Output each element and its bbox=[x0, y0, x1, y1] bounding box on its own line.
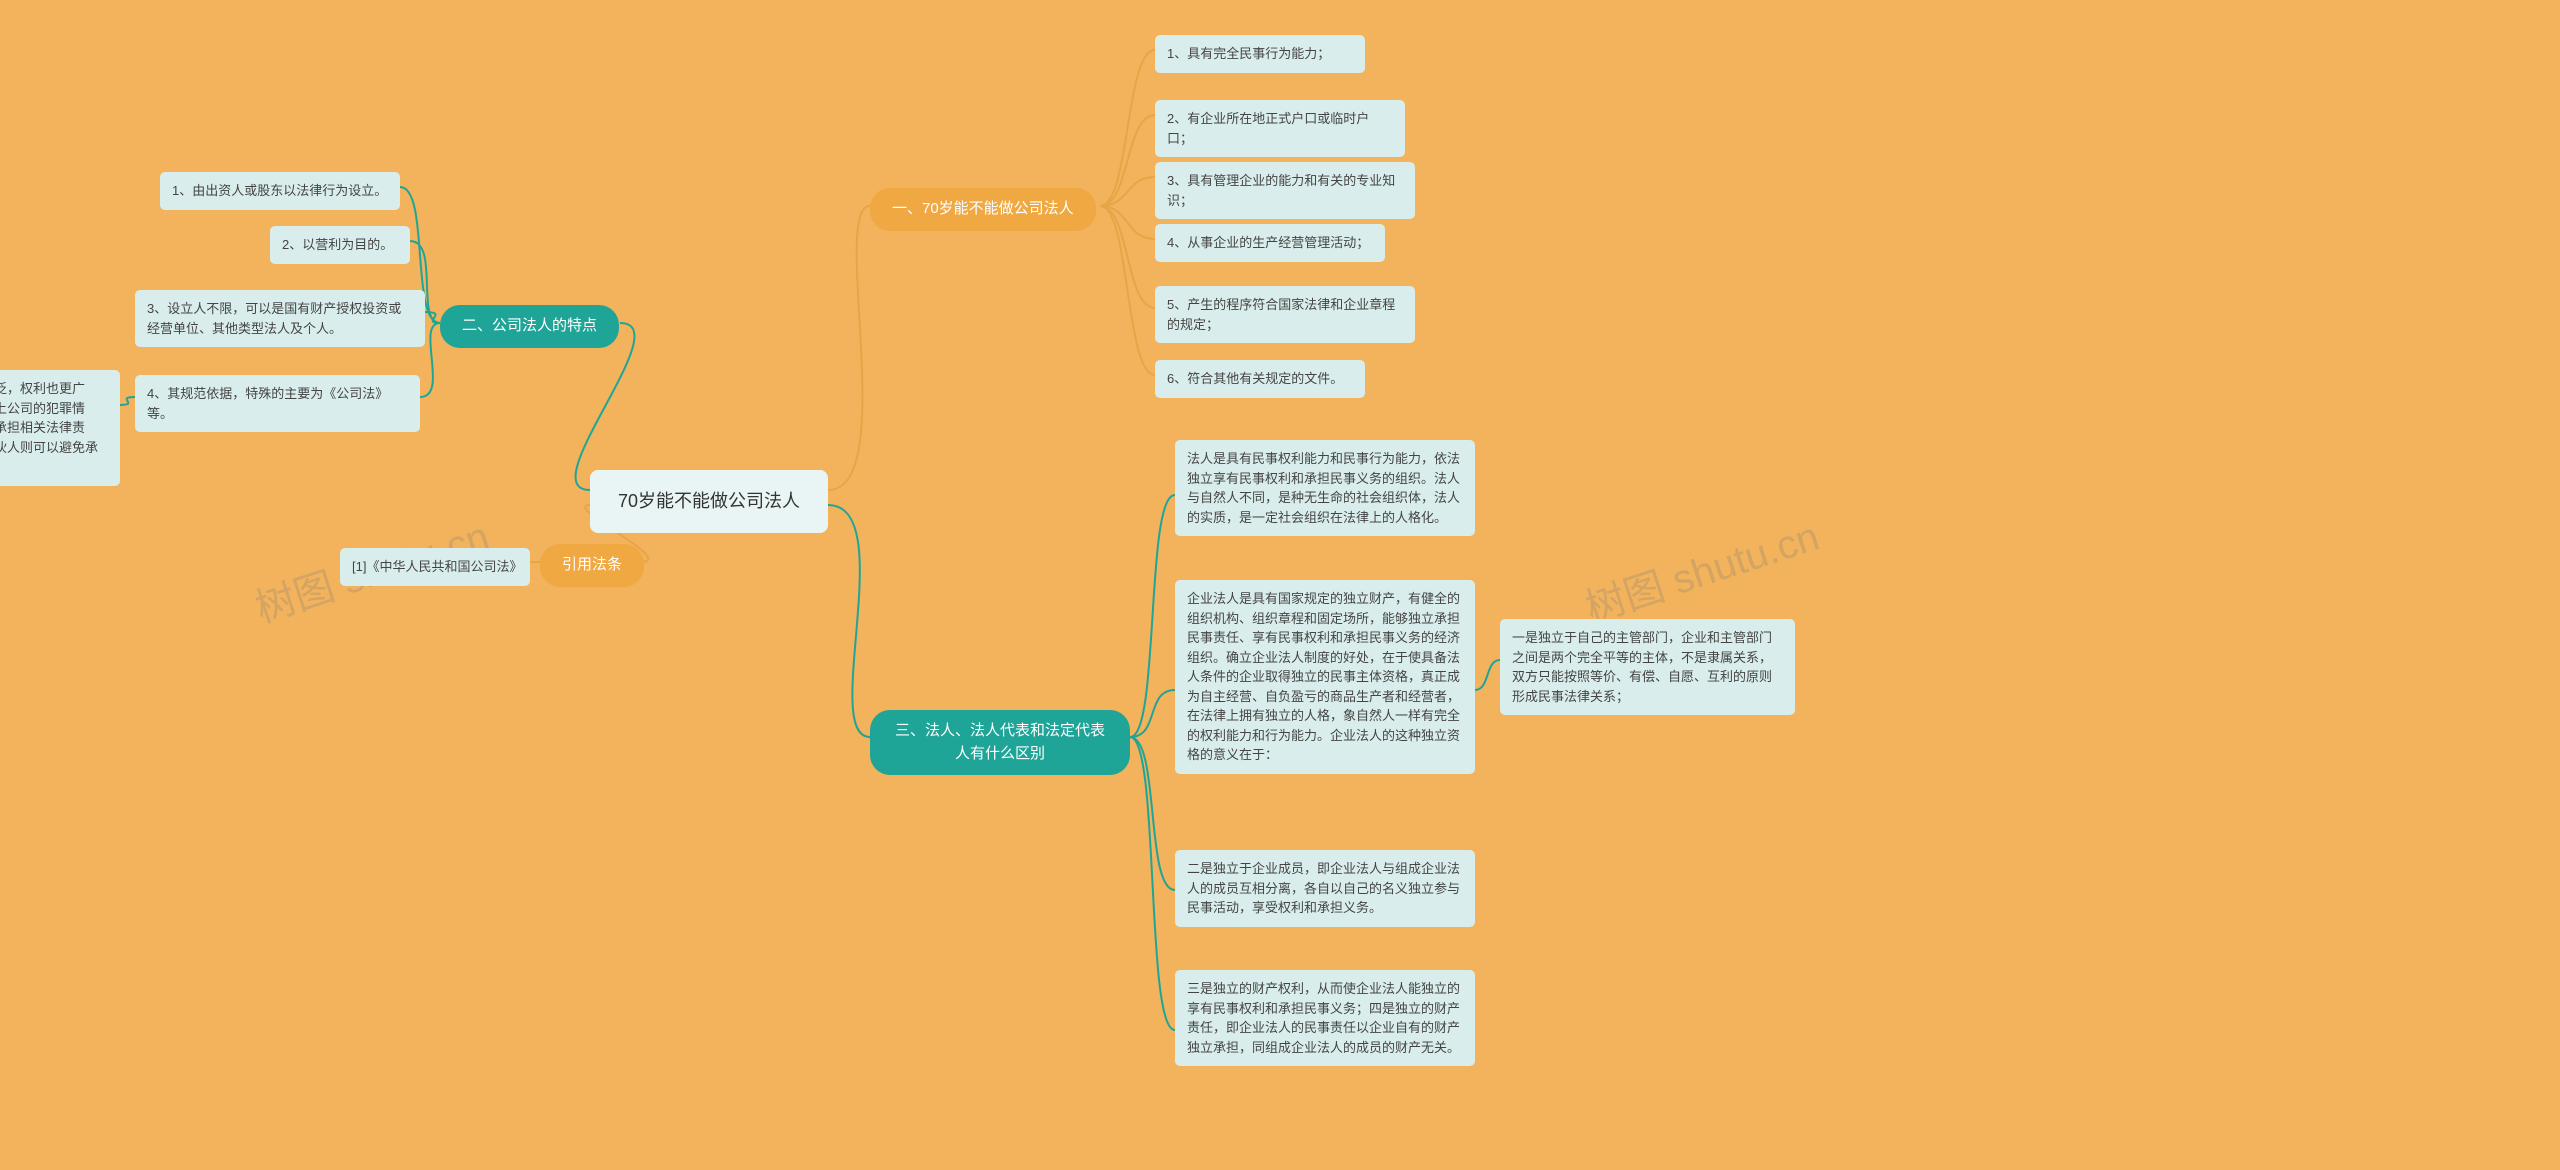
branch-ref[interactable]: 引用法条 bbox=[540, 544, 644, 587]
branch1-leaf-5[interactable]: 5、产生的程序符合国家法律和企业章程的规定； bbox=[1155, 286, 1415, 343]
branch-ref-leaf[interactable]: [1]《中华人民共和国公司法》 bbox=[340, 548, 530, 586]
branch2-leaf-2[interactable]: 2、以营利为目的。 bbox=[270, 226, 410, 264]
branch2-leaf-3[interactable]: 3、设立人不限，可以是国有财产授权投资或经营单位、其他类型法人及个人。 bbox=[135, 290, 425, 347]
branch1-leaf-2[interactable]: 2、有企业所在地正式户口或临时户口； bbox=[1155, 100, 1405, 157]
branch3-leaf-3[interactable]: 二是独立于企业成员，即企业法人与组成企业法人的成员互相分离，各自以自己的名义独立… bbox=[1175, 850, 1475, 927]
branch1-leaf-4[interactable]: 4、从事企业的生产经营管理活动； bbox=[1155, 224, 1385, 262]
branch1-leaf-1[interactable]: 1、具有完全民事行为能力； bbox=[1155, 35, 1365, 73]
branch3-leaf-2-sub[interactable]: 一是独立于自己的主管部门，企业和主管部门之间是两个完全平等的主体，不是隶属关系，… bbox=[1500, 619, 1795, 715]
branch3-leaf-1[interactable]: 法人是具有民事权利能力和民事行为能力，依法独立享有民事权利和承担民事义务的组织。… bbox=[1175, 440, 1475, 536]
mindmap-root[interactable]: 70岁能不能做公司法人 bbox=[590, 470, 828, 533]
branch-1[interactable]: 一、70岁能不能做公司法人 bbox=[870, 188, 1096, 231]
branch2-leaf-4-sub[interactable]: 法人承担的义务更广泛，权利也更广泛。简单来说，刑法上公司的犯罪情形，都可能让法人… bbox=[0, 370, 120, 486]
branch1-leaf-3[interactable]: 3、具有管理企业的能力和有关的专业知识； bbox=[1155, 162, 1415, 219]
branch-2[interactable]: 二、公司法人的特点 bbox=[440, 305, 619, 348]
branch2-leaf-1[interactable]: 1、由出资人或股东以法律行为设立。 bbox=[160, 172, 400, 210]
branch1-leaf-6[interactable]: 6、符合其他有关规定的文件。 bbox=[1155, 360, 1365, 398]
branch3-leaf-2[interactable]: 企业法人是具有国家规定的独立财产，有健全的组织机构、组织章程和固定场所，能够独立… bbox=[1175, 580, 1475, 774]
branch-3[interactable]: 三、法人、法人代表和法定代表人有什么区别 bbox=[870, 710, 1130, 775]
branch2-leaf-4[interactable]: 4、其规范依据，特殊的主要为《公司法》等。 bbox=[135, 375, 420, 432]
branch3-leaf-4[interactable]: 三是独立的财产权利，从而使企业法人能独立的享有民事权利和承担民事义务；四是独立的… bbox=[1175, 970, 1475, 1066]
watermark: 树图 shutu.cn bbox=[1577, 504, 1825, 634]
